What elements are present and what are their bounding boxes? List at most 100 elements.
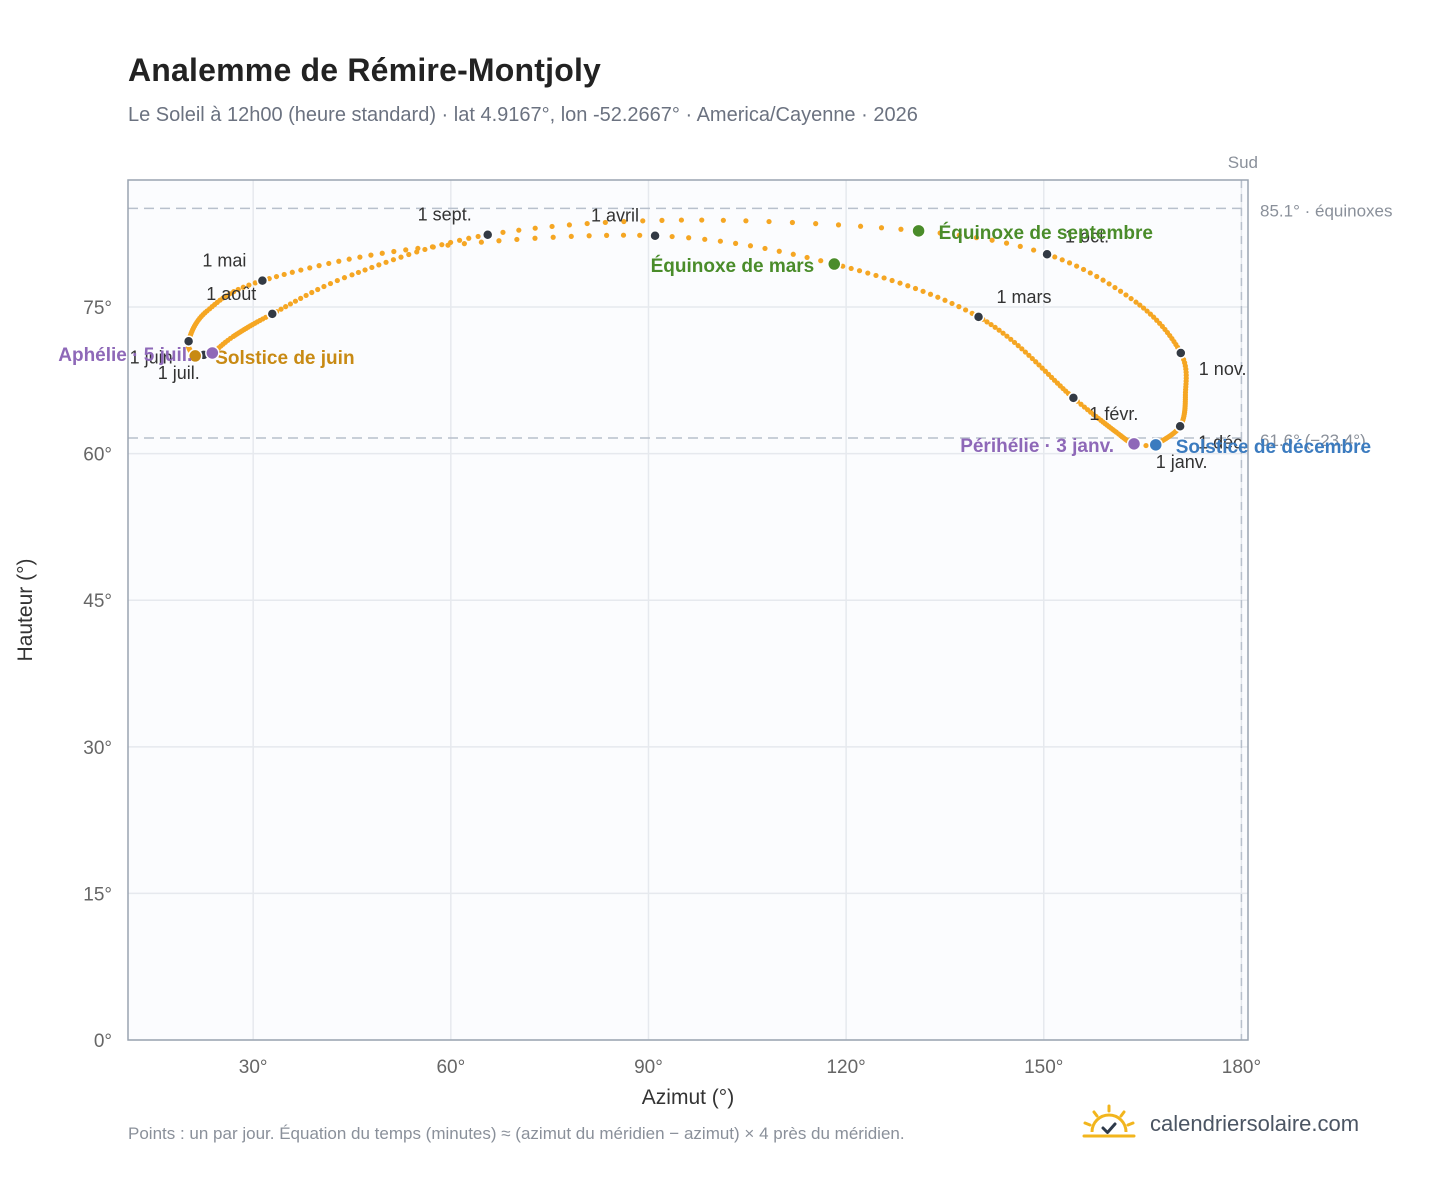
daily-sun-point: [747, 243, 754, 249]
month-marker-label: 1 oct.: [1065, 226, 1109, 246]
month-marker-label: 1 janv.: [1156, 452, 1208, 472]
x-tick-label: 150°: [1024, 1057, 1063, 1078]
daily-sun-point: [678, 217, 685, 223]
daily-sun-point: [1059, 257, 1065, 263]
daily-sun-point: [566, 222, 572, 228]
daily-sun-point: [927, 291, 934, 297]
daily-sun-point: [898, 226, 904, 232]
daily-sun-point: [733, 240, 739, 246]
daily-sun-point: [240, 284, 246, 290]
daily-sun-point: [1123, 292, 1129, 298]
event-marker: [187, 348, 203, 364]
daily-sun-point: [935, 294, 941, 300]
month-marker-label: 1 avril: [591, 206, 639, 226]
event-marker: [827, 256, 842, 272]
daily-sun-point: [621, 218, 627, 225]
daily-sun-point: [1017, 243, 1023, 249]
event-label: Équinoxe de mars: [651, 255, 815, 277]
daily-sun-point: [1003, 240, 1010, 246]
y-tick-label: 45°: [83, 591, 112, 612]
daily-sun-point: [283, 304, 289, 310]
daily-sun-point: [686, 235, 692, 241]
daily-sun-point: [346, 256, 352, 262]
month-marker: [481, 228, 494, 241]
daily-sun-point: [720, 217, 726, 223]
daily-sun-point: [881, 275, 887, 281]
daily-sun-point: [1052, 254, 1058, 260]
brand[interactable]: calendriersolaire.com: [1082, 1104, 1359, 1144]
daily-sun-point: [789, 219, 796, 226]
daily-sun-point: [989, 237, 995, 243]
daily-sun-point: [406, 251, 412, 258]
brand-name: calendriersolaire.com: [1150, 1111, 1360, 1136]
daily-sun-point: [1081, 404, 1087, 410]
daily-sun-point: [383, 259, 389, 265]
daily-sun-point: [281, 271, 287, 278]
daily-sun-point: [390, 257, 397, 263]
daily-sun-point: [873, 272, 879, 279]
daily-sun-point: [1144, 308, 1150, 314]
daily-sun-point: [532, 225, 538, 231]
daily-sun-point: [905, 283, 911, 289]
event-marker: [205, 345, 220, 361]
daily-sun-point: [1066, 260, 1073, 266]
daily-sun-point: [309, 289, 315, 296]
daily-sun-point: [273, 273, 280, 280]
daily-sun-point: [743, 218, 749, 224]
daily-sun-point: [942, 297, 948, 303]
daily-sun-point: [762, 245, 768, 252]
event-label: Équinoxe de septembre: [939, 222, 1153, 244]
month-marker-label: 1 juin: [130, 347, 173, 367]
daily-sun-point: [912, 285, 919, 292]
daily-sun-point: [316, 263, 322, 269]
daily-sun-point: [766, 218, 772, 225]
month-marker: [1041, 248, 1053, 261]
daily-sun-point: [355, 269, 362, 276]
event-marker: [1126, 436, 1142, 452]
daily-sun-point: [321, 283, 327, 290]
daily-sun-point: [532, 235, 538, 241]
plot-frame: [127, 179, 1249, 1041]
daily-sun-point: [937, 230, 943, 236]
daily-sun-point: [988, 321, 994, 328]
daily-sun-point: [349, 272, 355, 278]
x-tick-label: 30°: [239, 1057, 268, 1078]
daily-sun-point: [362, 267, 368, 273]
chart-subtitle: Le Soleil à 12h00 (heure standard) · lat…: [128, 104, 918, 126]
daily-sun-point: [1087, 270, 1093, 276]
daily-sun-point: [1112, 284, 1118, 291]
event-marker: [911, 223, 926, 239]
daily-sun-point: [1117, 288, 1124, 294]
daily-sun-point: [1004, 333, 1010, 339]
daily-sun-point: [818, 258, 824, 264]
daily-sun-point: [478, 239, 484, 245]
daily-sun-point: [341, 275, 348, 281]
daily-sun-point: [379, 250, 385, 256]
month-marker: [972, 311, 985, 323]
daily-sun-point: [1022, 349, 1028, 355]
daily-sun-point: [298, 267, 304, 273]
daily-sun-point: [466, 235, 472, 241]
daily-sun-point: [804, 254, 810, 261]
daily-sun-point: [1008, 336, 1014, 342]
daily-sun-point: [391, 248, 397, 255]
daily-sun-point: [1039, 365, 1045, 371]
daily-sun-point: [246, 282, 252, 288]
daily-sun-point: [702, 236, 708, 242]
daily-sun-point: [550, 234, 556, 240]
daily-sun-point: [949, 300, 955, 307]
daily-sun-point: [669, 233, 675, 240]
daily-sun-point: [327, 280, 334, 287]
daily-sun-point: [848, 265, 854, 272]
daily-sun-point: [231, 289, 237, 295]
y-tick-label: 0°: [94, 1031, 112, 1052]
daily-sun-point: [336, 258, 342, 264]
daily-sun-point: [604, 232, 610, 238]
daily-sun-point: [1128, 295, 1134, 302]
daily-sun-point: [1029, 355, 1035, 362]
daily-sun-point: [637, 232, 643, 238]
month-marker-label: 1 mars: [997, 287, 1052, 307]
x-tick-label: 60°: [436, 1057, 465, 1078]
